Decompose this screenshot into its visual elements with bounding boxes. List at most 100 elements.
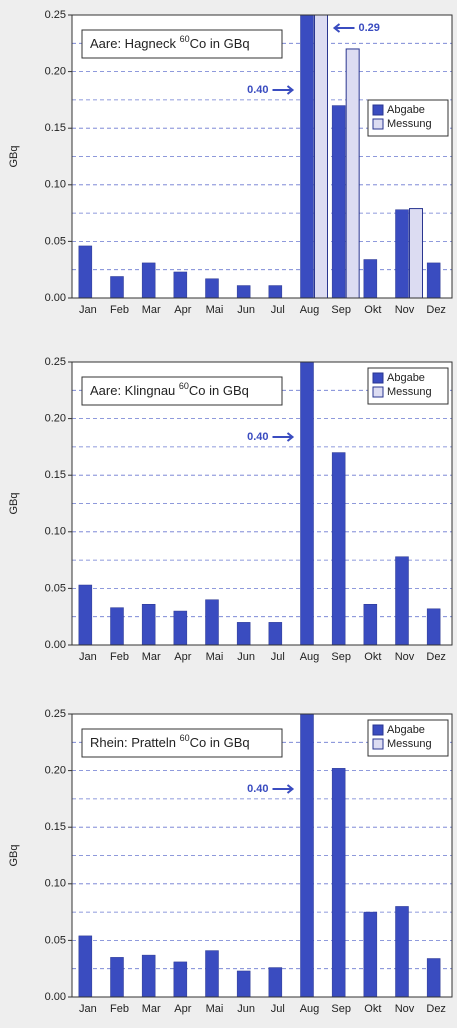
x-tick-label: Jul xyxy=(271,304,285,316)
bar xyxy=(314,15,328,298)
value-label: 0.40 xyxy=(247,431,268,443)
plot-frame xyxy=(71,14,453,299)
bar xyxy=(78,584,93,645)
bar xyxy=(395,209,409,298)
y-tick-label: 0.20 xyxy=(45,66,66,78)
bar xyxy=(110,957,124,997)
legend-swatch xyxy=(372,738,384,750)
chart-title: Rhein: Pratteln 60Co in GBq xyxy=(90,733,250,750)
x-tick-label: Okt xyxy=(364,304,381,316)
y-axis-label: GBq xyxy=(8,145,20,167)
y-tick-label: 0.20 xyxy=(45,765,66,777)
bar xyxy=(141,262,156,298)
bar xyxy=(268,285,283,298)
bar xyxy=(236,285,251,298)
y-axis-label: GBq xyxy=(8,492,20,514)
x-tick-label: Jul xyxy=(271,1003,285,1015)
bar xyxy=(426,958,441,997)
x-tick-label: Jun xyxy=(237,651,255,663)
bar xyxy=(395,906,409,997)
bar xyxy=(173,610,188,645)
bar xyxy=(205,599,219,645)
title-box xyxy=(81,376,283,406)
y-tick-label: 0.00 xyxy=(45,991,66,1003)
legend-label: Abgabe xyxy=(387,104,425,116)
legend-label: Messung xyxy=(387,118,432,130)
bar xyxy=(426,608,441,645)
bar xyxy=(300,15,314,298)
arrow xyxy=(272,784,295,794)
y-tick-label: 0.05 xyxy=(45,934,66,946)
y-tick-label: 0.15 xyxy=(45,821,66,833)
x-tick-label: Jan xyxy=(79,304,97,316)
y-tick-label: 0.20 xyxy=(45,413,66,425)
x-tick-label: Okt xyxy=(364,651,381,663)
title-part: Co in GBq xyxy=(190,735,250,750)
plot-frame xyxy=(71,713,453,998)
legend-label: Abgabe xyxy=(387,724,425,736)
legend-label: Abgabe xyxy=(387,372,425,384)
y-tick-label: 0.05 xyxy=(45,582,66,594)
x-tick-label: Feb xyxy=(110,651,129,663)
bar xyxy=(395,556,409,645)
x-tick-label: Jun xyxy=(237,1003,255,1015)
x-tick-label: Aug xyxy=(300,1003,320,1015)
legend-box xyxy=(367,367,449,405)
x-tick-label: Feb xyxy=(110,304,129,316)
y-tick-label: 0.10 xyxy=(45,179,66,191)
x-tick-label: Nov xyxy=(395,1003,415,1015)
bar xyxy=(78,935,93,997)
x-tick-label: Jul xyxy=(271,651,285,663)
bar xyxy=(363,603,378,645)
bar xyxy=(268,622,283,645)
y-tick-label: 0.15 xyxy=(45,469,66,481)
bar xyxy=(141,603,156,645)
x-tick-label: Sep xyxy=(331,304,351,316)
value-label: 0.40 xyxy=(247,783,268,795)
legend-label: Messung xyxy=(387,386,432,398)
y-tick-label: 0.10 xyxy=(45,878,66,890)
x-tick-label: Sep xyxy=(331,1003,351,1015)
bar xyxy=(78,245,93,298)
arrow xyxy=(272,432,295,442)
y-tick-label: 0.05 xyxy=(45,235,66,247)
x-tick-label: Apr xyxy=(174,304,191,316)
bar xyxy=(268,967,283,997)
legend-swatch xyxy=(372,386,384,398)
title-part: Aare: Hagneck xyxy=(90,36,180,51)
bar xyxy=(236,622,251,645)
bar xyxy=(205,278,219,298)
chart-title: Aare: Hagneck 60Co in GBq xyxy=(90,34,250,51)
x-tick-label: Jan xyxy=(79,651,97,663)
bar xyxy=(141,954,156,997)
arrow xyxy=(332,23,355,33)
bar xyxy=(363,259,378,298)
legend-swatch xyxy=(372,118,384,130)
title-part: Co in GBq xyxy=(189,383,249,398)
bar xyxy=(205,950,219,997)
bar xyxy=(173,961,188,997)
legend-swatch xyxy=(372,372,384,384)
x-tick-label: Okt xyxy=(364,1003,381,1015)
x-tick-label: Jan xyxy=(79,1003,97,1015)
x-tick-label: Feb xyxy=(110,1003,129,1015)
y-tick-label: 0.10 xyxy=(45,526,66,538)
plot-frame xyxy=(71,361,453,646)
bar xyxy=(345,48,360,298)
x-tick-label: Mai xyxy=(206,304,224,316)
bar xyxy=(300,714,314,997)
x-tick-label: Mai xyxy=(206,651,224,663)
title-part: 60 xyxy=(180,34,190,44)
x-tick-label: Aug xyxy=(300,304,320,316)
y-tick-label: 0.25 xyxy=(45,9,66,21)
value-label: 0.40 xyxy=(247,84,268,96)
y-axis-label: GBq xyxy=(8,844,20,866)
title-box xyxy=(81,29,283,59)
x-tick-label: Jun xyxy=(237,304,255,316)
bars xyxy=(78,714,441,997)
y-tick-label: 0.25 xyxy=(45,708,66,720)
x-tick-label: Mar xyxy=(142,1003,161,1015)
x-tick-label: Dez xyxy=(426,304,446,316)
bar xyxy=(409,208,423,298)
